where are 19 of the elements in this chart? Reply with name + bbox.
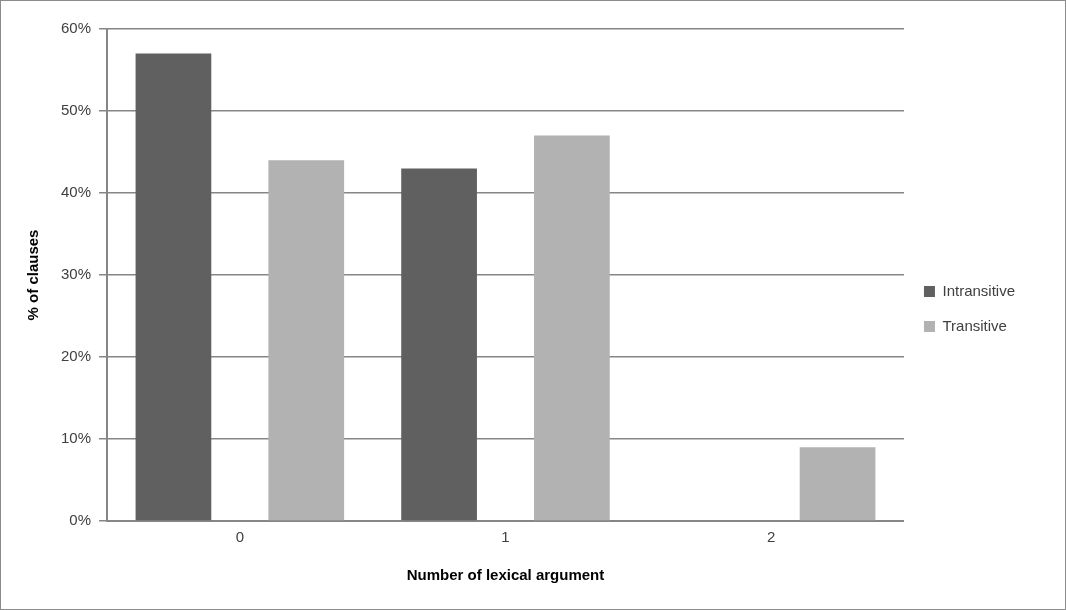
legend-label: Transitive <box>942 316 1007 334</box>
x-tick-label: 2 <box>766 528 776 546</box>
y-tick-label: 40% <box>60 183 92 201</box>
bar <box>401 168 477 521</box>
y-tick-label: 20% <box>60 347 92 365</box>
legend-label: Intransitive <box>942 281 1016 299</box>
x-axis-title: Number of lexical argument <box>406 566 605 584</box>
y-tick-label: 60% <box>60 19 92 37</box>
x-tick-label: 0 <box>235 528 245 546</box>
bar <box>268 160 345 521</box>
bar <box>799 447 876 521</box>
y-tick-label: 50% <box>60 101 92 119</box>
y-tick-label: 30% <box>60 265 92 283</box>
x-tick-label: 1 <box>501 528 510 546</box>
y-tick-label: 10% <box>60 429 92 447</box>
bar <box>135 53 212 521</box>
bar <box>534 135 610 521</box>
y-axis-title: % of clauses <box>24 229 42 321</box>
y-tick-label: 0% <box>69 511 92 529</box>
